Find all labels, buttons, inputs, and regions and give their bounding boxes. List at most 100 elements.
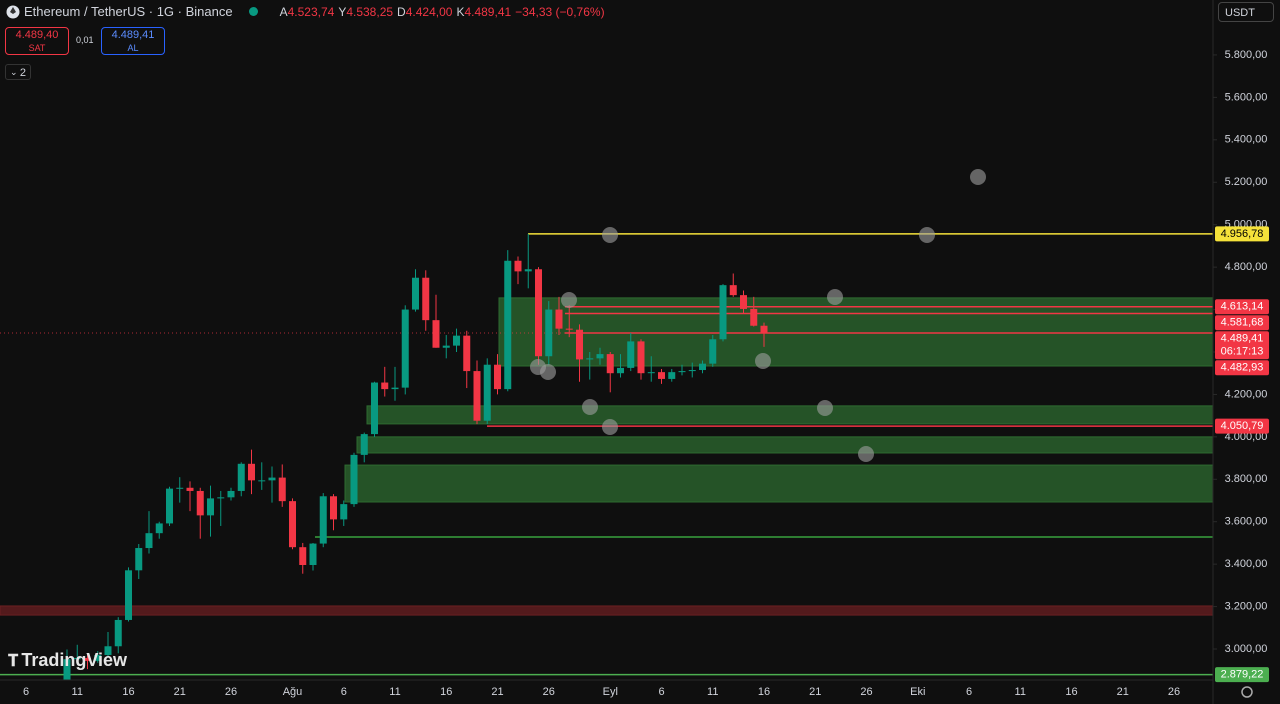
- ohlc-key: D: [397, 5, 406, 19]
- drawing-point: [755, 353, 771, 369]
- x-tick-label: 16: [758, 686, 770, 698]
- x-tick-label: 6: [23, 686, 29, 698]
- price-badge-label: 4.581,68: [1221, 317, 1264, 329]
- price-badge-label: 4.050,79: [1221, 420, 1264, 432]
- buy-button[interactable]: 4.489,41 AL: [101, 27, 165, 55]
- candle-body: [719, 285, 727, 340]
- status-dot: [248, 7, 258, 16]
- drawing-point: [970, 169, 986, 185]
- candle-body: [63, 659, 71, 680]
- candle-body: [637, 341, 645, 374]
- price-badge-label: 4.956,78: [1221, 228, 1264, 240]
- sell-button[interactable]: 4.489,40 SAT: [5, 27, 69, 55]
- indicators-toggle[interactable]: ⌄ 2: [5, 64, 31, 80]
- price-badge-label: 4.613,14: [1221, 301, 1264, 313]
- candle-body: [545, 309, 553, 357]
- y-tick-label: 3.400,00: [1225, 558, 1268, 570]
- buy-price: 4.489,41: [111, 29, 155, 41]
- ohlc-key: Y: [338, 5, 347, 19]
- drawing-point: [858, 446, 874, 462]
- candle-body: [524, 269, 532, 272]
- zone: [344, 464, 1213, 503]
- x-tick-label: 26: [225, 686, 237, 698]
- candle-body: [678, 371, 686, 373]
- candle-body: [401, 309, 409, 388]
- buy-label: AL: [127, 43, 139, 53]
- ohlc-value: 4.489,41: [464, 5, 512, 19]
- candle-body: [166, 488, 173, 524]
- candle-body: [483, 364, 491, 421]
- price-badge: [1215, 331, 1269, 360]
- candle-body: [617, 367, 624, 374]
- candle-body: [658, 372, 665, 379]
- candle-body: [360, 434, 368, 455]
- x-tick-label: 6: [658, 686, 664, 698]
- candle-body: [750, 308, 758, 326]
- candle-body: [381, 382, 389, 390]
- candle-body: [391, 387, 399, 390]
- price-badge: [1215, 418, 1269, 434]
- candle-body: [278, 477, 286, 502]
- y-tick-label: 4.800,00: [1225, 261, 1268, 273]
- candle-body: [494, 364, 501, 390]
- ohlc-key: A: [279, 5, 288, 19]
- x-tick-label: 11: [707, 686, 718, 698]
- logo-text: TradingView: [21, 650, 128, 670]
- candle-body: [309, 543, 317, 566]
- candle-body: [125, 570, 132, 620]
- candle-body: [596, 354, 604, 359]
- candle-body: [237, 463, 245, 491]
- candle-body: [186, 487, 194, 491]
- candle-body: [258, 480, 266, 482]
- price-badge: [1215, 299, 1269, 315]
- candle-body: [504, 260, 512, 390]
- symbol[interactable]: Ethereum / TetherUS · 1G · Binance: [24, 4, 233, 19]
- x-tick-label: 26: [543, 686, 555, 698]
- zone: [356, 436, 1213, 454]
- x-tick-label: 6: [341, 686, 347, 698]
- sell-price: 4.489,40: [15, 29, 59, 41]
- ohlc: A4.523,74 Y4.538,25 D4.424,00 K4.489,41: [276, 4, 512, 19]
- candle-body: [432, 320, 440, 348]
- x-tick-label: Ağu: [283, 686, 303, 698]
- logo: 𝐓 TradingView: [8, 650, 128, 670]
- x-tick-label: 21: [174, 686, 186, 698]
- indicator-count: 2: [19, 67, 26, 79]
- candle-body: [319, 496, 327, 544]
- x-tick-label: 16: [440, 686, 452, 698]
- zone: [0, 605, 1213, 616]
- x-tick-label: 6: [966, 686, 972, 698]
- candle-body: [73, 657, 81, 660]
- change: −34,33 (−0,76%): [515, 4, 605, 19]
- candle-body: [196, 490, 204, 516]
- candle-body: [268, 477, 276, 481]
- y-tick-label: 3.800,00: [1225, 473, 1268, 485]
- price-badge: [1215, 360, 1269, 376]
- ohlc-value: 4.523,74: [287, 5, 335, 19]
- candle-body: [350, 454, 358, 505]
- candle-body: [227, 490, 235, 498]
- price-badge-label: 4.482,93: [1221, 362, 1264, 374]
- candle-body: [248, 463, 255, 481]
- price-badge-label: 2.879,22: [1221, 669, 1264, 681]
- candle-body: [207, 498, 214, 516]
- x-tick-label: 21: [809, 686, 821, 698]
- candle-body: [371, 382, 378, 435]
- drawing-point: [602, 227, 618, 243]
- candle-body: [627, 341, 635, 368]
- drawing-point: [602, 419, 618, 435]
- drawing-point: [827, 289, 843, 305]
- x-tick-label: 26: [860, 686, 872, 698]
- candle-body: [729, 285, 737, 296]
- drawing-point: [817, 400, 833, 416]
- candle-body: [688, 370, 696, 372]
- drawing-point: [540, 364, 556, 380]
- y-tick-label: 3.200,00: [1225, 600, 1268, 612]
- currency-select[interactable]: USDT: [1218, 2, 1274, 22]
- drawing-point: [582, 399, 598, 415]
- candle-body: [760, 325, 768, 334]
- settings-icon[interactable]: [1241, 686, 1253, 698]
- x-tick-label: Eki: [910, 686, 925, 698]
- y-tick-label: 5.200,00: [1225, 176, 1268, 188]
- candle-body: [453, 335, 460, 346]
